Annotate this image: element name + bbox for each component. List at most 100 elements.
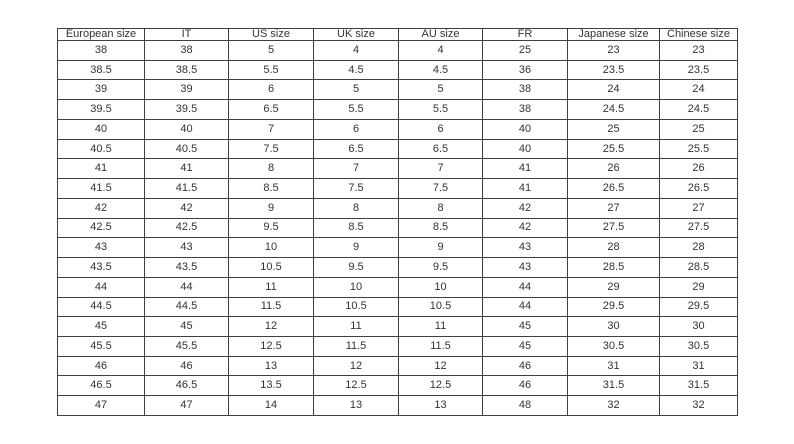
column-header: AU size [398,28,483,41]
table-cell: 30 [567,316,660,338]
table-cell: 25.5 [567,138,660,160]
table-cell: 41 [57,158,145,180]
table-cell: 28.5 [659,257,738,278]
table-cell: 25 [659,118,738,140]
table-row: 38 38 5 4 4 25 23 23 [57,40,738,61]
table-cell: 29.5 [659,296,738,318]
table-cell: 6.5 [313,138,399,160]
table-cell: 43 [57,237,145,259]
table-row: 41 41 8 7 7 41 26 26 [57,158,738,180]
table-cell: 12.5 [398,375,483,397]
table-cell: 38 [57,40,145,61]
table-cell: 40.5 [144,138,229,160]
table-cell: 40 [482,118,568,140]
table-cell: 5 [313,79,399,101]
table-cell: 31 [567,355,660,377]
table-cell: 9 [313,237,399,259]
table-cell: 39 [144,79,229,101]
table-cell: 47 [144,395,229,416]
table-cell: 43 [482,257,568,278]
table-cell: 13 [313,395,399,416]
table-cell: 7 [228,118,314,140]
table-cell: 23.5 [659,59,738,81]
table-cell: 46.5 [57,375,145,397]
table-cell: 10 [228,237,314,259]
table-cell: 10 [398,276,483,298]
table-cell: 8 [398,197,483,219]
table-cell: 41.5 [144,178,229,199]
table-cell: 32 [659,395,738,416]
table-cell: 6 [398,118,483,140]
table-cell: 43 [482,237,568,259]
table-cell: 30.5 [567,336,660,357]
table-cell: 48 [482,395,568,416]
table-cell: 6 [313,118,399,140]
table-cell: 27.5 [567,217,660,239]
table-row: 42 42 9 8 8 42 27 27 [57,197,738,219]
table-cell: 11 [313,316,399,338]
table-cell: 41.5 [57,178,145,199]
column-header: European size [57,28,145,41]
table-cell: 46.5 [144,375,229,397]
column-header: UK size [313,28,399,41]
table-cell: 7.5 [398,178,483,199]
table-cell: 36 [482,59,568,81]
column-header: Japanese size [567,28,660,41]
table-cell: 12 [398,355,483,377]
table-cell: 44.5 [144,296,229,318]
table-cell: 7.5 [228,138,314,160]
table-cell: 9.5 [313,257,399,278]
table-cell: 26.5 [659,178,738,199]
table-row: 45 45 12 11 11 45 30 30 [57,316,738,338]
table-cell: 26.5 [567,178,660,199]
table-cell: 45.5 [144,336,229,357]
table-row: 40.5 40.5 7.5 6.5 6.5 40 25.5 25.5 [57,138,738,160]
column-header: IT [144,28,229,41]
table-cell: 12 [228,316,314,338]
table-cell: 10.5 [313,296,399,318]
table-row: 40 40 7 6 6 40 25 25 [57,118,738,140]
table-cell: 41 [144,158,229,180]
table-cell: 5.5 [228,59,314,81]
table-cell: 11 [398,316,483,338]
table-cell: 7 [398,158,483,180]
table-cell: 29.5 [567,296,660,318]
table-cell: 8.5 [398,217,483,239]
table-cell: 23.5 [567,59,660,81]
table-cell: 40.5 [57,138,145,160]
column-header: FR [482,28,568,41]
table-cell: 39.5 [144,99,229,120]
table-cell: 27.5 [659,217,738,239]
table-cell: 13 [398,395,483,416]
table-row: 44 44 11 10 10 44 29 29 [57,276,738,298]
table-cell: 28 [567,237,660,259]
table-cell: 24 [567,79,660,101]
table-cell: 6.5 [228,99,314,120]
table-cell: 46 [144,355,229,377]
table-cell: 5.5 [398,99,483,120]
table-cell: 43.5 [144,257,229,278]
table-cell: 12 [313,355,399,377]
table-cell: 8.5 [313,217,399,239]
table-cell: 40 [144,118,229,140]
table-cell: 26 [567,158,660,180]
table-cell: 4.5 [313,59,399,81]
table-row: 43 43 10 9 9 43 28 28 [57,237,738,259]
table-cell: 38 [482,99,568,120]
table-cell: 7 [313,158,399,180]
column-header: Chinese size [659,28,738,41]
table-cell: 39.5 [57,99,145,120]
table-cell: 13.5 [228,375,314,397]
table-row: 45.5 45.5 12.5 11.5 11.5 45 30.5 30.5 [57,336,738,357]
table-cell: 41 [482,158,568,180]
table-cell: 14 [228,395,314,416]
table-cell: 11.5 [398,336,483,357]
table-cell: 42.5 [57,217,145,239]
table-cell: 13 [228,355,314,377]
table-cell: 28 [659,237,738,259]
table-row: 38.5 38.5 5.5 4.5 4.5 36 23.5 23.5 [57,59,738,81]
table-row: 43.5 43.5 10.5 9.5 9.5 43 28.5 28.5 [57,257,738,278]
table-cell: 31.5 [567,375,660,397]
table-cell: 31 [659,355,738,377]
table-cell: 9.5 [398,257,483,278]
